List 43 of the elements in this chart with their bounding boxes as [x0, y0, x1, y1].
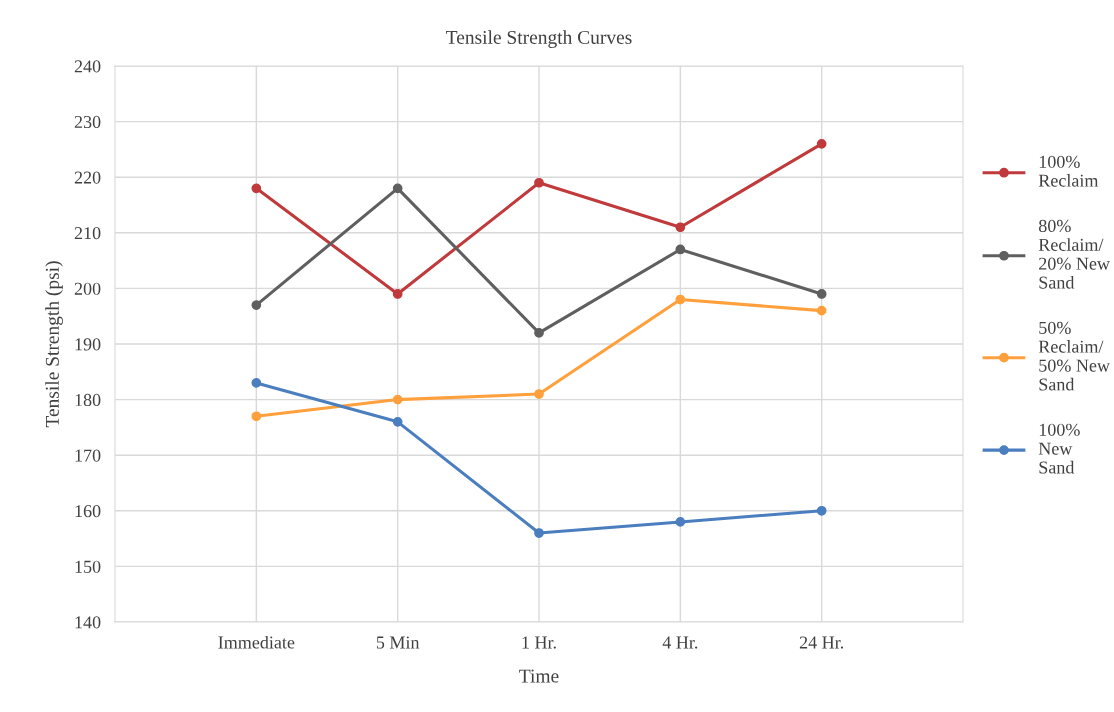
y-tick-label: 170	[75, 449, 101, 462]
y-tick-label: 180	[75, 393, 101, 407]
point	[251, 183, 262, 194]
legend-label: 100% New Sand	[1038, 423, 1080, 474]
point	[675, 517, 686, 527]
point	[251, 300, 262, 310]
point	[392, 289, 403, 299]
y-tick-label: 210	[74, 227, 101, 240]
chart-title: Tensile Strength Curves	[446, 30, 632, 48]
y-tick-label: 240	[74, 60, 101, 73]
point	[534, 389, 544, 399]
y-tick-label: 230	[74, 115, 101, 129]
point	[534, 528, 544, 538]
y-tick-label: 150	[75, 560, 101, 573]
x-tick-label: 5 Min	[376, 636, 420, 649]
y-axis-title: Tensile Strength (psi)	[45, 261, 63, 428]
point	[534, 177, 544, 188]
point	[675, 222, 686, 233]
point	[534, 328, 544, 338]
x-tick-label: Immediate	[218, 635, 295, 649]
point	[675, 244, 686, 255]
y-tick-label: 200	[74, 282, 101, 295]
point	[816, 305, 827, 316]
x-tick-label: 4 Hr.	[662, 636, 698, 649]
point	[816, 289, 827, 299]
y-tick-label: 160	[75, 505, 101, 518]
point	[251, 411, 262, 422]
x-tick-label: 1 Hr.	[522, 636, 556, 649]
legend-label: 80% Reclaim/ 20% New Sand	[1038, 219, 1110, 289]
point	[392, 183, 403, 194]
y-tick-label: 190	[75, 338, 101, 351]
point	[392, 394, 403, 405]
y-tick-label: 220	[74, 171, 101, 184]
point	[251, 378, 262, 388]
x-tick-label: 24 Hr.	[799, 636, 844, 649]
point	[675, 294, 686, 305]
legend-label: 100% Reclaim	[1038, 155, 1099, 187]
point	[816, 505, 827, 516]
point	[392, 416, 403, 427]
legend-label: 50% Reclaim/ 50% New Sand	[1038, 321, 1110, 391]
x-axis-title: Time	[519, 669, 559, 683]
y-tick-label: 140	[75, 616, 101, 629]
point	[816, 138, 827, 149]
